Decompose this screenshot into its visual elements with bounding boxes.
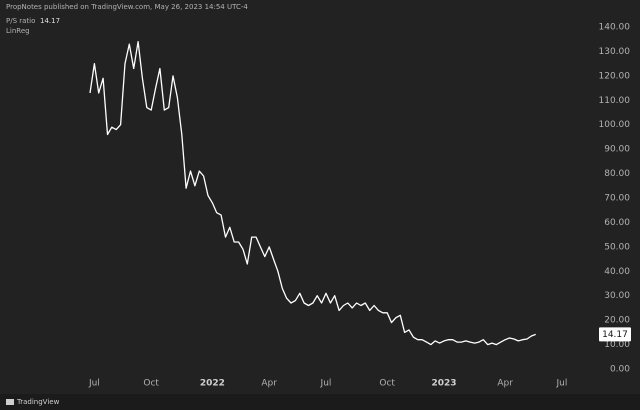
- last-value-label: 14.17: [602, 330, 628, 340]
- y-tick-label: 10.00: [604, 340, 630, 350]
- last-value-box: [599, 327, 631, 342]
- y-tick-label: 70.00: [604, 194, 630, 204]
- x-tick-label: Jul: [556, 379, 568, 389]
- x-tick-label: Jul: [320, 379, 332, 389]
- series-line: [89, 41, 536, 346]
- header-value: 14.17: [40, 17, 60, 25]
- y-tick-label: 20.00: [604, 316, 630, 326]
- publisher: PropNotes published on TradingView.com, …: [6, 3, 248, 11]
- y-tick-label: 50.00: [604, 242, 630, 252]
- y-tick-label: 110.00: [599, 96, 631, 106]
- indicator: LinReg: [6, 27, 30, 35]
- x-tick-label: Oct: [379, 379, 395, 389]
- y-tick-label: 90.00: [604, 145, 630, 155]
- brand: TradingView: [16, 398, 60, 406]
- series-name: P/S ratio: [6, 17, 35, 25]
- brand-logo: [6, 399, 14, 405]
- footer-bar: [0, 394, 640, 410]
- y-tick-label: 100.00: [599, 120, 631, 130]
- y-tick-label: 120.00: [599, 71, 631, 81]
- y-tick-label: 80.00: [604, 169, 630, 179]
- y-tick-label: 130.00: [599, 47, 631, 57]
- x-tick-label: 2022: [200, 379, 225, 389]
- y-tick-label: 30.00: [604, 291, 630, 301]
- y-tick-label: 60.00: [604, 218, 630, 228]
- y-tick-label: 0.00: [610, 365, 630, 375]
- x-tick-label: Jul: [88, 379, 100, 389]
- y-tick-label: 140.00: [599, 23, 631, 33]
- x-tick-label: 2023: [431, 379, 456, 389]
- y-tick-label: 40.00: [604, 267, 630, 277]
- x-tick-label: Apr: [261, 379, 277, 389]
- x-tick-label: Apr: [497, 379, 513, 389]
- x-tick-label: Oct: [143, 379, 159, 389]
